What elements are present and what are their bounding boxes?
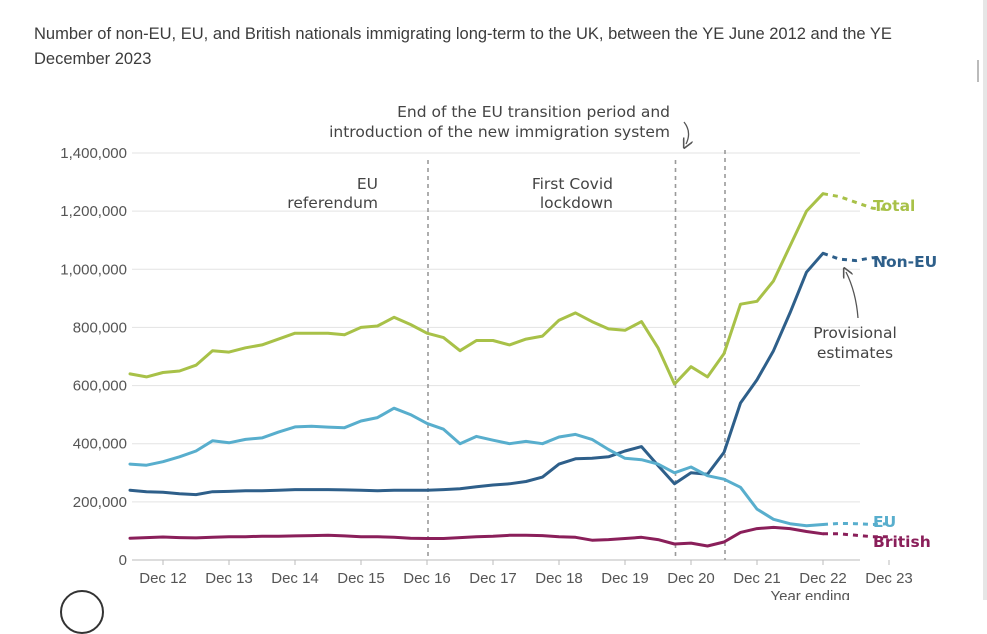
series-line-eu xyxy=(128,406,825,528)
x-tick-label: Dec 21 xyxy=(733,570,781,587)
provisional-arrow-icon xyxy=(846,272,859,319)
x-tick-label: Dec 13 xyxy=(205,570,253,587)
y-tick-label: 800,000 xyxy=(73,319,127,336)
x-axis-title: Year ending xyxy=(770,588,850,600)
y-tick-label: 1,200,000 xyxy=(60,203,127,220)
y-tick-label: 1,400,000 xyxy=(60,145,127,162)
x-tick-label: Dec 18 xyxy=(535,570,583,587)
x-tick-label: Dec 16 xyxy=(403,570,451,587)
scrollbar-thumb[interactable] xyxy=(977,60,979,82)
series-label-british: British xyxy=(873,533,931,551)
y-tick-label: 200,000 xyxy=(73,494,127,511)
x-tick-label: Dec 20 xyxy=(667,570,715,587)
annotation-eu-referendum-line1: EU xyxy=(357,175,378,193)
annotation-transition-line1: End of the EU transition period and xyxy=(397,103,670,121)
series-line-british xyxy=(128,525,825,548)
x-tick-label: Dec 12 xyxy=(139,570,187,587)
series-provisional-total xyxy=(822,192,890,212)
x-tick-label: Dec 17 xyxy=(469,570,517,587)
x-tick-label: Dec 23 xyxy=(865,570,913,587)
x-tick-label: Dec 19 xyxy=(601,570,649,587)
line-chart: 0 200,000 400,000 600,000 800,000 1,000,000 1,… xyxy=(60,103,937,600)
annotation-provisional-line2: estimates xyxy=(817,344,893,362)
series-line-total xyxy=(128,192,825,386)
series-provisional-eu xyxy=(822,521,890,527)
annotation-provisional-line1: Provisional xyxy=(813,324,897,342)
x-tick-label: Dec 14 xyxy=(271,570,319,587)
x-tick-label: Dec 22 xyxy=(799,570,847,587)
series-provisional-british xyxy=(823,532,889,539)
series-label-total: Total xyxy=(873,197,915,215)
chart-subtitle: Number of non-EU, EU, and British nation… xyxy=(34,25,892,68)
series-line-non-eu xyxy=(128,251,825,497)
series-label-eu: EU xyxy=(873,513,896,531)
annotation-transition-line2: introduction of the new immigration syst… xyxy=(329,123,670,141)
y-tick-label: 0 xyxy=(119,552,127,569)
floating-action-icon[interactable] xyxy=(60,590,104,634)
annotation-eu-referendum-line2: referendum xyxy=(287,194,378,212)
y-tick-label: 400,000 xyxy=(73,436,127,453)
annotation-covid-line2: lockdown xyxy=(540,194,613,212)
x-tick-label: Dec 15 xyxy=(337,570,385,587)
annotation-covid-line1: First Covid xyxy=(532,175,613,193)
scrollbar-track[interactable] xyxy=(983,0,987,600)
series-provisional-non-eu xyxy=(822,251,889,263)
y-tick-label: 1,000,000 xyxy=(60,261,127,278)
y-tick-label: 600,000 xyxy=(73,378,127,395)
transition-arrow-icon xyxy=(684,121,689,144)
series-label-non-eu: Non-EU xyxy=(873,253,937,271)
